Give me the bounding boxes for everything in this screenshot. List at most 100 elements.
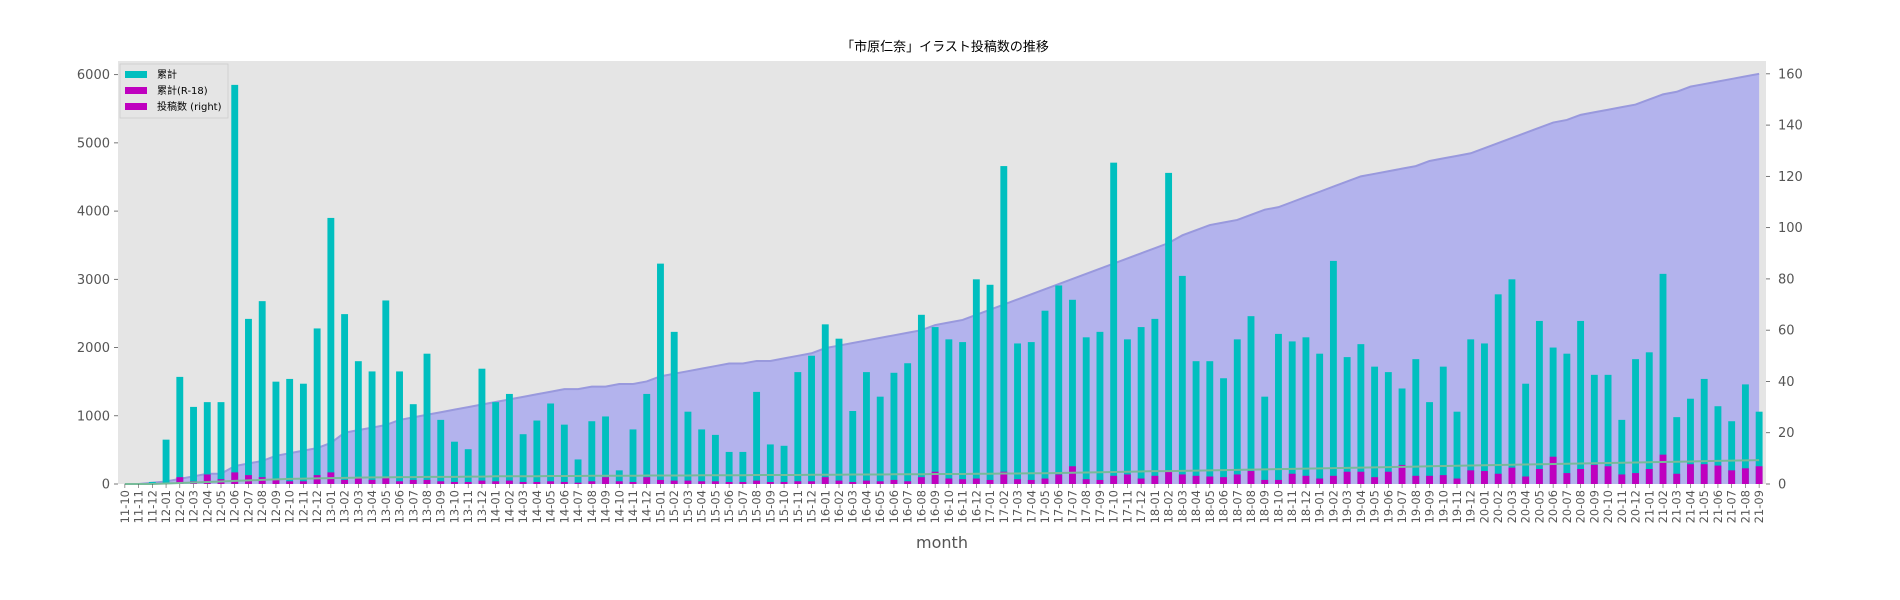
bar-cumulative — [547, 403, 555, 484]
bar-cumulative — [766, 444, 774, 484]
x-tick-label: 14-09 — [599, 490, 613, 523]
x-tick-label: 16-08 — [914, 490, 928, 523]
bar-cumulative — [1659, 273, 1667, 484]
bar-cumulative — [1247, 316, 1255, 484]
bar-r18 — [904, 481, 912, 484]
x-tick-label: 15-08 — [750, 490, 764, 523]
bar-cumulative — [1563, 353, 1571, 484]
x-tick-label: 19-11 — [1450, 490, 1464, 523]
bar-cumulative — [203, 402, 211, 484]
bar-cumulative — [299, 383, 307, 484]
x-tick-label: 20-06 — [1546, 490, 1560, 523]
x-tick-label: 13-12 — [475, 490, 489, 523]
bar-cumulative — [1741, 384, 1749, 484]
x-tick-label: 18-01 — [1148, 490, 1162, 523]
bar-cumulative — [602, 416, 609, 484]
bar-r18 — [725, 481, 733, 484]
x-tick-label: 16-06 — [887, 490, 901, 523]
bar-cumulative — [959, 342, 967, 484]
bar-cumulative — [1110, 162, 1118, 484]
bar-cumulative — [451, 441, 458, 484]
x-tick-label: 17-01 — [983, 490, 997, 523]
x-tick-label: 21-09 — [1752, 490, 1766, 523]
x-tick-label: 15-12 — [805, 490, 819, 523]
x-tick-label: 17-05 — [1038, 490, 1052, 523]
x-tick-label: 20-11 — [1615, 490, 1629, 523]
x-tick-label: 20-03 — [1505, 490, 1519, 523]
bar-r18 — [1755, 466, 1763, 484]
bar-cumulative — [1398, 388, 1406, 484]
x-tick-label: 11-11 — [132, 490, 146, 523]
bar-r18 — [1549, 456, 1557, 484]
y-left-tick-label: 6000 — [77, 68, 110, 83]
bar-cumulative — [1577, 320, 1585, 484]
x-tick-label: 14-07 — [571, 490, 585, 523]
x-tick-label: 19-07 — [1395, 490, 1409, 523]
x-tick-label: 17-03 — [1011, 490, 1025, 523]
y-right-tick-label: 80 — [1778, 272, 1795, 287]
bar-r18 — [931, 471, 939, 484]
bar-r18 — [409, 479, 417, 484]
x-tick-label: 19-04 — [1354, 490, 1368, 523]
x-tick-label: 20-09 — [1587, 490, 1601, 523]
bar-r18 — [1192, 475, 1200, 484]
bar-cumulative — [725, 451, 733, 484]
bar-r18 — [1645, 468, 1653, 484]
x-tick-label: 13-11 — [461, 490, 475, 523]
bar-cumulative — [917, 314, 925, 484]
x-tick-label: 21-08 — [1738, 490, 1752, 523]
y-right-tick-label: 100 — [1778, 221, 1803, 236]
x-tick-label: 14-05 — [544, 490, 558, 523]
x-tick-label: 17-06 — [1052, 490, 1066, 523]
x-tick-label: 12-05 — [214, 490, 228, 523]
x-tick-label: 16-04 — [859, 490, 873, 523]
x-tick-label: 15-02 — [667, 490, 681, 523]
x-tick-label: 12-06 — [228, 490, 242, 523]
x-tick-label: 12-11 — [296, 490, 310, 523]
bar-cumulative — [1288, 341, 1296, 484]
x-tick-label: 14-02 — [502, 490, 516, 523]
x-tick-label: 15-11 — [791, 490, 805, 523]
r18-line-layer — [124, 459, 1760, 485]
bar-r18 — [1302, 475, 1310, 484]
bar-cumulative — [231, 84, 239, 484]
x-tick-label: 17-04 — [1024, 490, 1038, 523]
bar-r18 — [1563, 473, 1571, 484]
bar-r18 — [670, 480, 678, 484]
x-tick-label: 16-11 — [956, 490, 970, 523]
bar-cumulative — [1261, 396, 1269, 484]
bar-cumulative — [588, 421, 596, 484]
legend-swatch-r18 — [125, 87, 147, 94]
x-tick-label: 15-06 — [722, 490, 736, 523]
bar-cumulative — [615, 470, 623, 484]
bar-r18 — [753, 480, 761, 484]
bar-cumulative — [904, 363, 912, 484]
x-tick-label: 13-02 — [338, 490, 352, 523]
bar-r18 — [821, 477, 829, 484]
bar-r18 — [876, 481, 884, 484]
x-tick-label: 17-12 — [1134, 490, 1148, 523]
bar-cumulative — [1412, 359, 1420, 484]
x-tick-label: 12-07 — [241, 490, 255, 523]
bar-r18 — [1508, 467, 1516, 484]
bar-cumulative — [1329, 260, 1337, 484]
x-tick-label: 11-12 — [145, 490, 159, 523]
x-tick-label: 11-10 — [118, 490, 132, 523]
bar-cumulative — [629, 429, 637, 484]
x-tick-label: 13-05 — [379, 490, 393, 523]
x-tick-label: 18-03 — [1175, 490, 1189, 523]
x-tick-label: 12-02 — [173, 490, 187, 523]
x-tick-label: 13-10 — [447, 490, 461, 523]
bar-r18 — [1439, 475, 1447, 484]
x-tick-label: 21-01 — [1642, 490, 1656, 523]
bar-r18 — [959, 479, 967, 484]
bar-cumulative — [890, 372, 898, 484]
x-tick-label: 19-02 — [1326, 490, 1340, 523]
x-tick-label: 12-12 — [310, 490, 324, 523]
bar-cumulative — [1316, 353, 1324, 484]
y-right-tick-label: 120 — [1778, 170, 1803, 185]
bar-cumulative — [972, 279, 980, 484]
bar-cumulative — [190, 406, 197, 484]
bar-r18 — [986, 479, 994, 484]
